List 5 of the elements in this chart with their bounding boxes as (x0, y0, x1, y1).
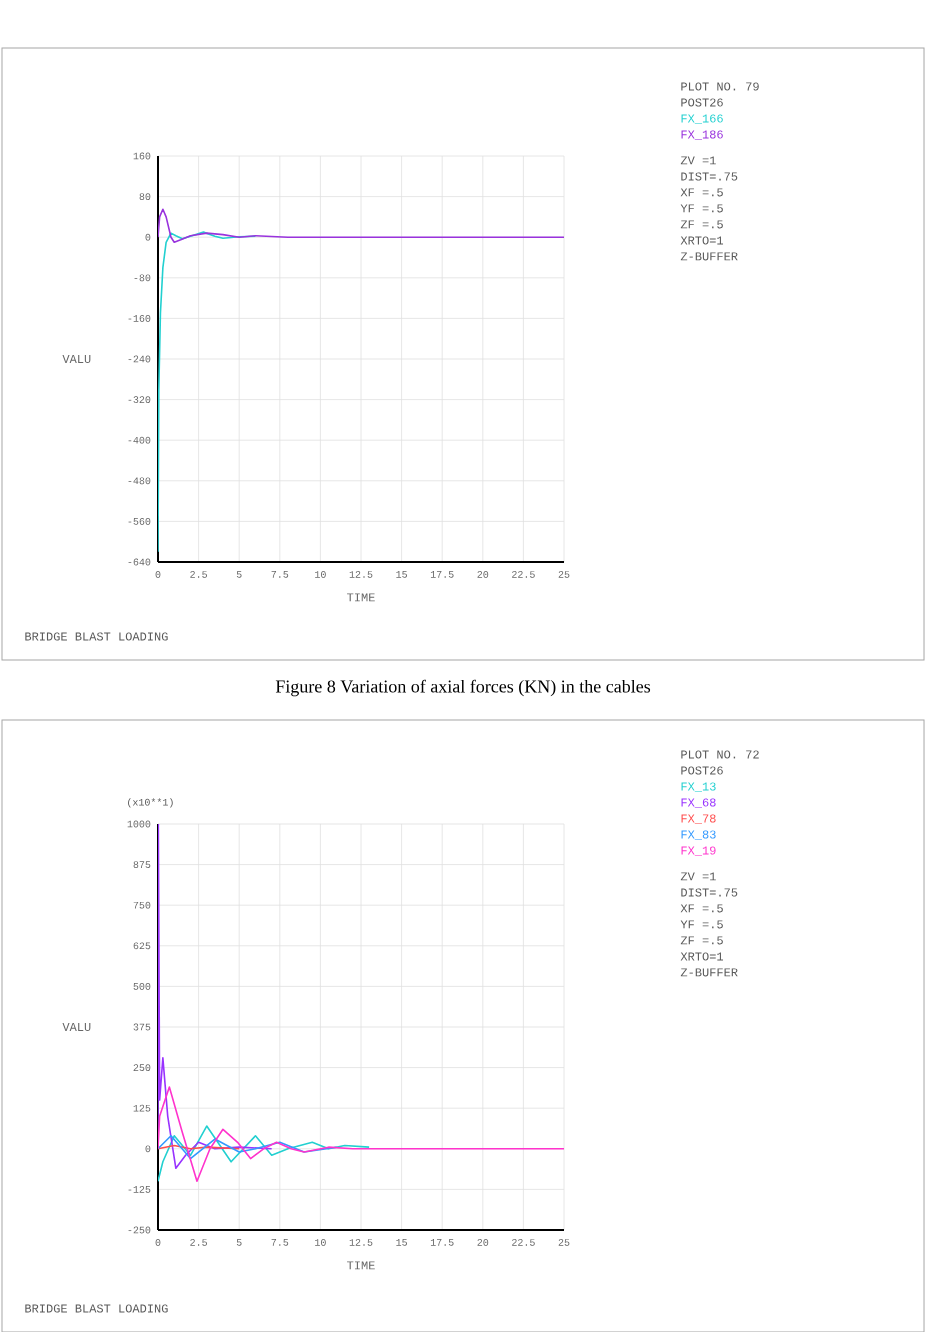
caption: Figure 8 Variation of axial forces (KN) in the cables (275, 679, 651, 697)
line-series (158, 1135, 338, 1160)
line-series (158, 823, 273, 1170)
line-series (158, 1086, 565, 1183)
line-series (158, 1125, 370, 1183)
